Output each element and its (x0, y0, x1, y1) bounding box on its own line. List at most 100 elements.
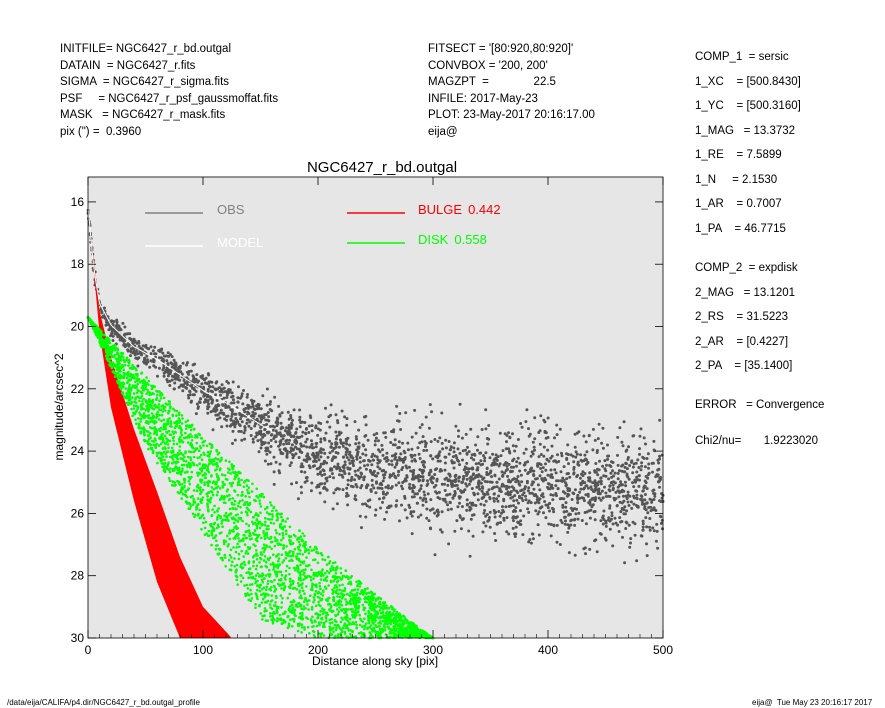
obs-point (216, 413, 220, 417)
obs-point (603, 467, 607, 471)
obs-point (344, 437, 348, 441)
obs-point (596, 449, 599, 452)
obs-point (530, 450, 534, 454)
obs-point (393, 475, 397, 479)
obs-point (121, 339, 125, 343)
obs-point (476, 466, 480, 470)
obs-point (294, 445, 297, 449)
obs-point (390, 463, 394, 467)
disk-point (140, 371, 144, 375)
obs-point (611, 544, 615, 548)
obs-point (555, 523, 559, 527)
obs-point (231, 398, 235, 402)
obs-point (596, 492, 600, 495)
obs-point (285, 442, 289, 446)
disk-point (275, 512, 279, 516)
obs-point (343, 460, 347, 464)
disk-point (181, 417, 184, 420)
obs-point (360, 472, 364, 476)
disk-point (299, 594, 303, 597)
obs-point (645, 554, 649, 558)
obs-point (640, 461, 644, 465)
disk-point (259, 565, 263, 569)
obs-point (517, 501, 520, 505)
obs-point (314, 442, 318, 445)
disk-point (296, 564, 299, 567)
disk-point (325, 619, 328, 623)
obs-point (297, 447, 301, 451)
disk-point (142, 407, 145, 411)
obs-point (621, 494, 625, 498)
obs-point (290, 482, 294, 486)
obs-point (526, 507, 530, 511)
obs-point (631, 471, 635, 475)
obs-point (265, 452, 269, 456)
obs-point (661, 527, 664, 531)
obs-point (413, 408, 417, 412)
disk-point (236, 532, 239, 535)
obs-point (417, 452, 421, 456)
obs-point (505, 464, 509, 468)
obs-point (590, 487, 594, 491)
obs-point (355, 485, 359, 489)
disk-point (145, 392, 148, 396)
disk-point (163, 464, 166, 468)
obs-point (397, 469, 401, 473)
obs-point (436, 459, 440, 463)
obs-point (516, 475, 520, 478)
obs-point (267, 430, 271, 434)
obs-point (652, 529, 656, 533)
disk-point (206, 480, 209, 484)
disk-point (294, 614, 297, 618)
disk-point (253, 577, 257, 581)
obs-point (588, 476, 592, 480)
obs-point (324, 431, 328, 435)
obs-point (380, 443, 384, 447)
obs-point (639, 427, 643, 431)
disk-point (256, 579, 259, 583)
obs-point (403, 508, 407, 512)
obs-point (387, 486, 390, 490)
obs-point (400, 484, 403, 488)
disk-point (199, 486, 202, 489)
obs-point (465, 472, 469, 476)
obs-point (607, 488, 611, 492)
obs-point (220, 383, 224, 387)
obs-point (437, 490, 441, 494)
disk-point (259, 612, 263, 615)
obs-point (418, 426, 422, 429)
obs-point (549, 475, 553, 479)
obs-point (656, 546, 660, 550)
obs-point (622, 420, 626, 424)
obs-point (446, 479, 450, 482)
obs-point (613, 471, 617, 475)
obs-point (484, 408, 488, 412)
disk-point (215, 450, 219, 453)
obs-point (591, 481, 595, 485)
disk-point (324, 611, 327, 614)
obs-point (583, 453, 587, 457)
obs-point (529, 454, 533, 458)
disk-point (327, 562, 331, 565)
disk-point (288, 605, 292, 608)
obs-point (276, 422, 280, 426)
disk-point (207, 455, 211, 458)
disk-point (338, 588, 342, 592)
obs-point (456, 487, 460, 491)
obs-point (540, 470, 544, 474)
obs-point (139, 346, 143, 350)
obs-point (323, 438, 327, 442)
disk-point (172, 442, 176, 446)
obs-point (544, 462, 547, 466)
disk-point (265, 525, 269, 528)
obs-point (148, 365, 152, 369)
disk-point (118, 373, 122, 377)
obs-point (153, 352, 156, 356)
obs-point (573, 488, 577, 492)
disk-point (349, 581, 353, 584)
disk-point (199, 488, 202, 492)
disk-point (217, 525, 220, 529)
obs-point (377, 439, 380, 443)
disk-point (295, 566, 298, 570)
obs-point (348, 467, 352, 471)
